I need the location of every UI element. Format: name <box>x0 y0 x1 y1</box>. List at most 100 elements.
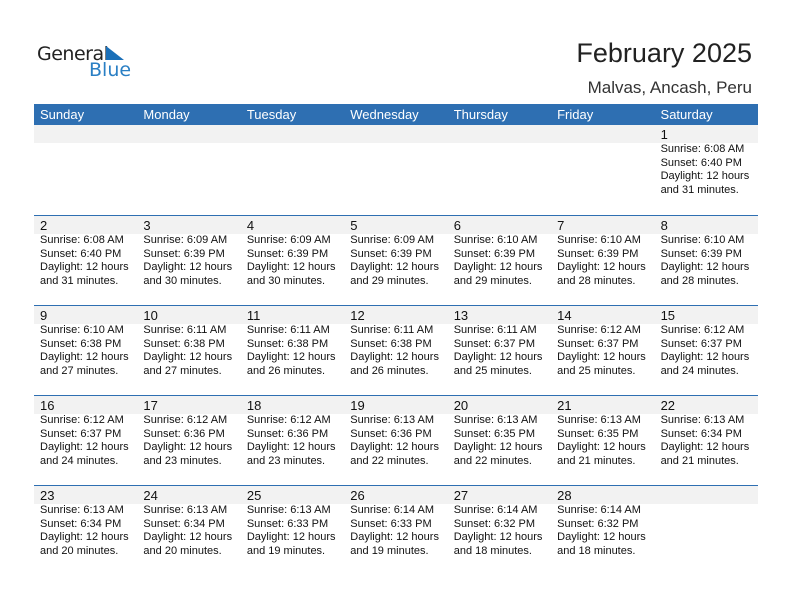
daylight-text: Daylight: 12 hours <box>557 351 646 363</box>
day-number: 12 <box>350 308 365 323</box>
sunrise-text: Sunrise: 6:13 AM <box>246 504 331 516</box>
sunset-text: Sunset: 6:36 PM <box>246 427 329 440</box>
daylight-minutes-text: and 29 minutes. <box>453 274 532 287</box>
day-number: 4 <box>246 218 255 233</box>
sunset-text: Sunset: 6:38 PM <box>143 337 225 350</box>
day-cell: 2 Sunrise: 6:08 AM Sunset: 6:40 PM Daylight… <box>34 216 137 306</box>
day-number: 26 <box>350 488 365 503</box>
day-cell: 26 Sunrise: 6:14 AM Sunset: 6:33 PM Dayligh… <box>344 486 447 576</box>
sunset-text: Sunset: 6:39 PM <box>143 247 225 260</box>
sunset-text: Sunset: 6:39 PM <box>246 247 329 260</box>
day-number-bar <box>34 486 758 504</box>
daylight-minutes-text: and 28 minutes. <box>557 274 636 287</box>
sunset-text: Sunset: 6:33 PM <box>350 517 432 530</box>
day-cell: 15 Sunrise: 6:12 AM Sunset: 6:37 PM Dayligh… <box>655 306 758 396</box>
day-cell: 19 Sunrise: 6:13 AM Sunset: 6:36 PM Dayligh… <box>344 396 447 486</box>
sunrise-text: Sunrise: 6:10 AM <box>453 234 538 246</box>
weekday-thursday: Thursday <box>453 107 508 122</box>
day-number: 27 <box>453 488 469 503</box>
sunset-text: Sunset: 6:35 PM <box>557 427 639 440</box>
sunset-text: Sunset: 6:35 PM <box>453 427 536 440</box>
day-number: 3 <box>143 218 151 233</box>
daylight-minutes-text: and 26 minutes. <box>246 364 326 377</box>
weekday-wednesday: Wednesday <box>350 107 419 122</box>
day-number: 5 <box>350 218 358 233</box>
daylight-minutes-text: and 25 minutes. <box>557 364 636 377</box>
sunrise-text: Sunrise: 6:12 AM <box>660 324 745 336</box>
sunrise-text: Sunrise: 6:11 AM <box>350 324 434 336</box>
daylight-text: Daylight: 12 hours <box>660 170 750 182</box>
sunset-text: Sunset: 6:34 PM <box>143 517 225 530</box>
daylight-minutes-text: and 31 minutes. <box>40 274 119 287</box>
day-number: 6 <box>453 218 461 233</box>
day-number-bar <box>34 125 758 143</box>
daylight-text: Daylight: 12 hours <box>453 351 543 363</box>
daylight-minutes-text: and 25 minutes. <box>453 364 532 377</box>
daylight-text: Daylight: 12 hours <box>660 441 750 453</box>
sunset-text: Sunset: 6:39 PM <box>350 247 432 260</box>
day-cell: 1 Sunrise: 6:08 AM Sunset: 6:40 PM Daylight… <box>655 125 758 215</box>
sunrise-text: Sunrise: 6:10 AM <box>40 324 124 336</box>
day-cell: 10 Sunrise: 6:11 AM Sunset: 6:38 PM Dayligh… <box>137 306 240 396</box>
day-number: 2 <box>40 218 48 233</box>
week-row: 16 Sunrise: 6:12 AM Sunset: 6:37 PM Dayligh… <box>34 395 758 485</box>
logo-triangle-icon <box>106 46 124 60</box>
sunrise-text: Sunrise: 6:08 AM <box>40 234 124 246</box>
daylight-minutes-text: and 19 minutes. <box>246 544 326 557</box>
day-number: 23 <box>40 488 55 503</box>
day-cell: 4 Sunrise: 6:09 AM Sunset: 6:39 PM Daylight… <box>241 216 344 306</box>
logo-text-general: General <box>37 43 109 65</box>
day-number: 10 <box>143 308 158 323</box>
sunset-text: Sunset: 6:39 PM <box>557 247 639 260</box>
day-cell: 28 Sunrise: 6:14 AM Sunset: 6:32 PM Dayligh… <box>551 486 654 576</box>
day-cell: 22 Sunrise: 6:13 AM Sunset: 6:34 PM Dayligh… <box>655 396 758 486</box>
sunrise-text: Sunrise: 6:09 AM <box>143 234 228 246</box>
daylight-minutes-text: and 19 minutes. <box>350 544 429 557</box>
sunrise-text: Sunrise: 6:13 AM <box>350 414 435 426</box>
sunset-text: Sunset: 6:40 PM <box>40 247 122 260</box>
day-cell: 17 Sunrise: 6:12 AM Sunset: 6:36 PM Dayligh… <box>137 396 240 486</box>
daylight-minutes-text: and 22 minutes. <box>350 454 429 467</box>
daylight-text: Daylight: 12 hours <box>557 441 646 453</box>
day-cell: 5 Sunrise: 6:09 AM Sunset: 6:39 PM Daylight… <box>344 216 447 306</box>
day-number: 28 <box>557 488 572 503</box>
sunrise-text: Sunrise: 6:12 AM <box>557 324 641 336</box>
daylight-text: Daylight: 12 hours <box>453 531 543 543</box>
weekday-monday: Monday <box>143 107 190 122</box>
daylight-minutes-text: and 30 minutes. <box>246 274 326 287</box>
day-number: 11 <box>246 308 261 323</box>
sunrise-text: Sunrise: 6:13 AM <box>40 504 124 516</box>
day-number: 25 <box>246 488 262 503</box>
day-cell: 18 Sunrise: 6:12 AM Sunset: 6:36 PM Dayligh… <box>241 396 344 486</box>
sunrise-text: Sunrise: 6:13 AM <box>453 414 538 426</box>
day-cell: 11 Sunrise: 6:11 AM Sunset: 6:38 PM Dayligh… <box>241 306 344 396</box>
daylight-text: Daylight: 12 hours <box>40 531 129 543</box>
day-cell: 3 Sunrise: 6:09 AM Sunset: 6:39 PM Daylight… <box>137 216 240 306</box>
daylight-minutes-text: and 21 minutes. <box>660 454 739 467</box>
daylight-text: Daylight: 12 hours <box>350 441 439 453</box>
daylight-text: Daylight: 12 hours <box>40 441 129 453</box>
day-number: 9 <box>40 308 48 323</box>
daylight-minutes-text: and 27 minutes. <box>40 364 119 377</box>
day-cell: 12 Sunrise: 6:11 AM Sunset: 6:38 PM Dayligh… <box>344 306 447 396</box>
daylight-text: Daylight: 12 hours <box>246 531 336 543</box>
day-cell: 16 Sunrise: 6:12 AM Sunset: 6:37 PM Dayligh… <box>34 396 137 486</box>
daylight-minutes-text: and 26 minutes. <box>350 364 429 377</box>
day-cell: 20 Sunrise: 6:13 AM Sunset: 6:35 PM Dayligh… <box>448 396 551 486</box>
daylight-minutes-text: and 28 minutes. <box>660 274 739 287</box>
weekday-sunday: Sunday <box>40 107 85 122</box>
daylight-minutes-text: and 23 minutes. <box>143 454 222 467</box>
daylight-minutes-text: and 20 minutes. <box>40 544 119 557</box>
daylight-text: Daylight: 12 hours <box>660 351 750 363</box>
sunrise-text: Sunrise: 6:11 AM <box>246 324 330 336</box>
day-cell: 24 Sunrise: 6:13 AM Sunset: 6:34 PM Dayligh… <box>137 486 240 576</box>
logo-text-blue: Blue <box>89 59 132 81</box>
location: Malvas, Ancash, Peru <box>587 78 752 97</box>
daylight-minutes-text: and 18 minutes. <box>557 544 636 557</box>
daylight-text: Daylight: 12 hours <box>350 261 439 273</box>
day-cell: 23 Sunrise: 6:13 AM Sunset: 6:34 PM Dayligh… <box>34 486 137 576</box>
sunset-text: Sunset: 6:38 PM <box>40 337 122 350</box>
sunset-text: Sunset: 6:32 PM <box>453 517 536 530</box>
sunrise-text: Sunrise: 6:13 AM <box>557 414 641 426</box>
day-cell: 14 Sunrise: 6:12 AM Sunset: 6:37 PM Dayligh… <box>551 306 654 396</box>
